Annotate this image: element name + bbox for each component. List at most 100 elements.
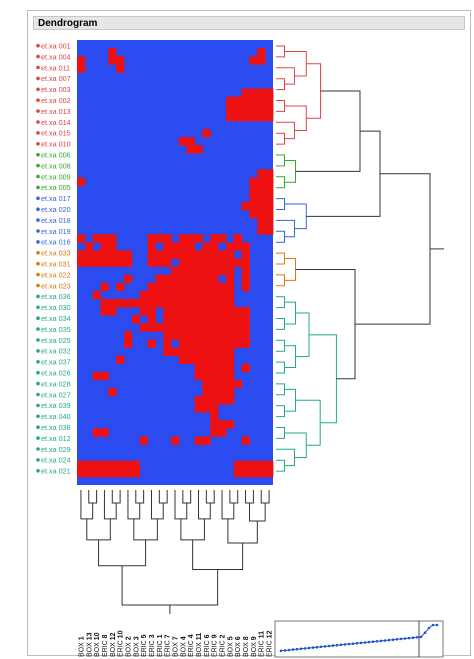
heatmap-cell [265, 104, 274, 114]
heatmap-cell [108, 307, 117, 316]
distance-point [435, 623, 439, 627]
heatmap-cell [186, 282, 195, 292]
heatmap-cell [202, 436, 211, 445]
heatmap-cell [100, 298, 109, 308]
heatmap-cell [124, 339, 133, 348]
tree-branch [276, 78, 285, 91]
row-label: et.xa 036 [41, 292, 71, 301]
heatmap-cell [218, 323, 227, 332]
heatmap-cell [210, 355, 219, 365]
heatmap-cell [233, 339, 243, 348]
row-marker [36, 251, 40, 255]
column-label: BOX 3 [133, 636, 140, 657]
heatmap-cell [186, 347, 195, 356]
heatmap-cell [202, 404, 211, 413]
tree-branch [276, 252, 285, 265]
heatmap-cell [202, 355, 211, 365]
heatmap-cell [210, 282, 219, 292]
column-label: BOX 4 [180, 636, 187, 657]
heatmap-cell [194, 323, 203, 332]
heatmap-cell [155, 323, 164, 332]
heatmap-cell [225, 355, 235, 365]
heatmap-cell [210, 371, 219, 381]
distance-point [415, 636, 419, 639]
heatmap-cell [210, 250, 219, 259]
heatmap-cell [84, 460, 94, 470]
heatmap-cell [202, 307, 211, 316]
heatmap-cell [241, 436, 250, 445]
heatmap-cell [218, 379, 227, 389]
distance-point [407, 636, 411, 640]
heatmap-cell [225, 379, 235, 389]
column-label: BOX 7 [173, 636, 180, 657]
heatmap-cell [265, 218, 274, 227]
row-label: et.xa 022 [41, 270, 71, 279]
row-label: et.xa 029 [41, 445, 71, 454]
heatmap-cell [108, 460, 117, 470]
heatmap-cell [233, 468, 243, 478]
heatmap-cell [186, 323, 195, 332]
heatmap-cell [178, 339, 188, 348]
heatmap-cell [92, 258, 101, 267]
heatmap-cell [218, 331, 227, 340]
row-label: et.xa 008 [41, 161, 71, 170]
column-label: ERIC 12 [267, 630, 274, 657]
column-label: ERIC 11 [259, 631, 266, 657]
heatmap-cell [210, 290, 219, 300]
heatmap-cell [233, 307, 243, 316]
heatmap-cell [218, 420, 227, 429]
heatmap-cell [257, 185, 266, 195]
column-label: BOX 8 [243, 636, 250, 657]
heatmap-cell [84, 250, 94, 259]
heatmap-cell [163, 290, 172, 300]
heatmap-cell [218, 363, 227, 373]
heatmap-cell [124, 460, 133, 470]
heatmap-cell [210, 428, 219, 437]
heatmap-cell [241, 460, 250, 470]
heatmap-cell [257, 201, 266, 211]
heatmap-cell [100, 371, 109, 381]
heatmap-cell [241, 112, 250, 122]
heatmap-cell [155, 282, 164, 292]
heatmap-cell [218, 298, 227, 308]
row-marker [36, 425, 40, 430]
heatmap-cell [186, 137, 195, 146]
row-marker [36, 131, 40, 135]
heatmap-cell [163, 274, 172, 284]
column-label: BOX 11 [196, 633, 203, 657]
heatmap-cell [265, 209, 274, 219]
distance-point [351, 642, 355, 645]
heatmap-cell [77, 64, 86, 73]
heatmap-cell [202, 339, 211, 348]
heatmap-cell [84, 242, 94, 251]
heatmap-cell [163, 323, 172, 332]
tree-branch [276, 230, 285, 243]
row-label: et.xa 019 [41, 227, 71, 236]
heatmap-cell [210, 266, 219, 276]
heatmap-cell [194, 250, 203, 259]
heatmap-cell [100, 282, 109, 292]
distance-point [375, 640, 379, 643]
heatmap-cell [131, 460, 141, 470]
column-dendrogram [80, 490, 270, 614]
heatmap-cell [194, 298, 203, 308]
tree-branch [158, 490, 168, 504]
distance-point [291, 648, 295, 651]
column-label: BOX 10 [94, 632, 101, 657]
heatmap-cell [163, 250, 172, 259]
column-label: BOX 12 [110, 632, 117, 657]
heatmap-cell [92, 250, 101, 259]
heatmap-cell [171, 307, 180, 316]
heatmap-cell [218, 387, 227, 397]
heatmap-cell [225, 339, 235, 348]
row-marker [36, 240, 40, 244]
tree-branch [205, 490, 215, 504]
heatmap-cell [92, 428, 101, 437]
row-marker [36, 447, 40, 451]
heatmap-cell [241, 88, 250, 98]
heatmap-cell [241, 201, 250, 211]
heatmap-cell [171, 242, 180, 251]
heatmap-cell [257, 218, 266, 227]
tree-branch [276, 121, 295, 140]
row-marker [36, 76, 40, 81]
